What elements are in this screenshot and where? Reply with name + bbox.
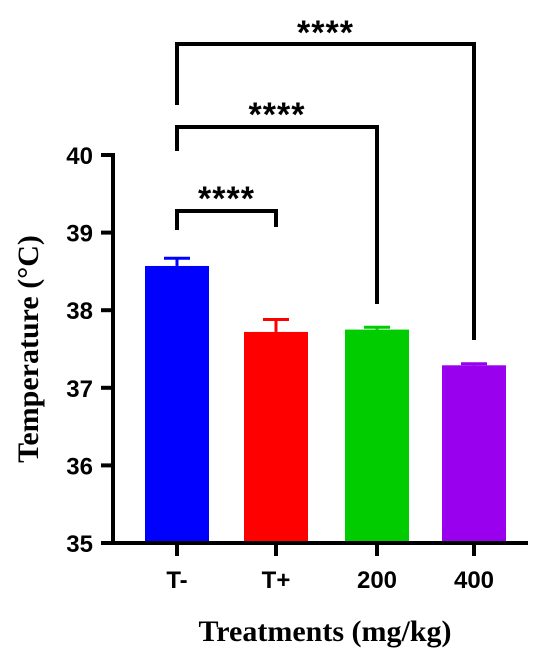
y-tick-label: 37 [66, 376, 93, 403]
significance-bracket-200 [175, 125, 379, 304]
error-bar-T- [164, 256, 190, 266]
significance-layer: **** **** **** [175, 14, 476, 340]
error-bar-400 [461, 362, 487, 366]
y-tick-label: 38 [66, 298, 93, 325]
x-axis-title: Treatments (mg/kg) [198, 615, 451, 648]
error-bars-layer [164, 256, 487, 366]
x-tick-label-T+: T+ [262, 567, 291, 594]
y-tick-label: 40 [66, 143, 93, 170]
y-tick-label: 35 [66, 531, 93, 558]
x-tick-label-T-: T- [166, 567, 187, 594]
y-tick-label: 39 [66, 221, 93, 248]
error-bar-200 [364, 325, 390, 330]
significance-label-400: **** [297, 14, 354, 52]
bar-400 [442, 365, 506, 543]
y-tick-label: 36 [66, 453, 93, 480]
y-axis-title: Temperature (°C) [12, 235, 45, 463]
bar-T- [145, 265, 209, 543]
significance-label-T+: **** [198, 180, 255, 218]
significance-label-200: **** [249, 96, 306, 134]
bar-T+ [244, 331, 308, 543]
bars-layer [145, 265, 506, 543]
x-tick-label-200: 200 [357, 567, 397, 594]
x-tick-label-400: 400 [454, 567, 494, 594]
significance-bracket-400 [175, 42, 476, 340]
axes-layer: 35 36 37 38 39 40 T- T+ 200 400 [66, 143, 528, 594]
error-bar-T+ [263, 318, 289, 332]
bar-200 [345, 329, 409, 543]
significance-bracket-T+ [175, 209, 278, 230]
